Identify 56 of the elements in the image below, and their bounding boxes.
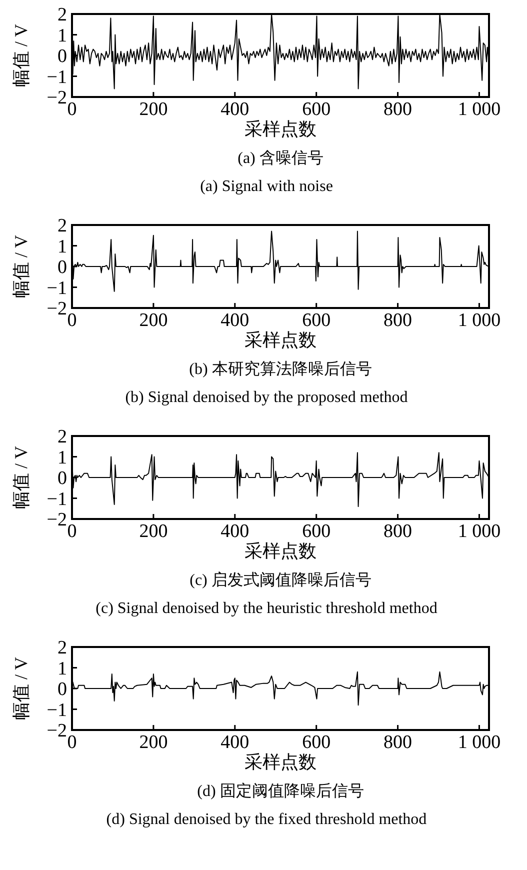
y-tick-label: 0	[58, 468, 67, 490]
y-axis-title: 幅值 / V	[11, 235, 31, 298]
x-tick-label: 200	[139, 521, 168, 542]
text: (d) 固定阈值降噪后信号	[197, 782, 364, 800]
y-axis-title: 幅值 / V	[11, 657, 31, 720]
y-tick-label: −1	[46, 700, 67, 721]
y-tick-label: 0	[58, 257, 67, 278]
y-tick-label: 2	[58, 426, 67, 448]
y-tick-label: −1	[46, 278, 67, 299]
x-tick-label: 200	[139, 310, 168, 331]
x-tick-label: 400	[220, 521, 250, 542]
y-tick-label: 1	[58, 447, 67, 468]
text: (a) Signal with noise	[200, 178, 333, 195]
y-axis-title: 幅值 / V	[11, 446, 31, 509]
y-tick-label: −2	[46, 298, 67, 320]
x-tick-label: 600	[302, 521, 331, 542]
x-tick-label: 400	[220, 99, 250, 120]
text: (b) 本研究算法降噪后信号	[189, 360, 372, 378]
x-tick-label: 400	[220, 732, 250, 753]
x-tick-label: 600	[302, 310, 331, 331]
x-tick-label: 200	[139, 99, 168, 120]
x-tick-label: 800	[384, 99, 412, 120]
x-axis-title: 采样点数	[244, 330, 316, 350]
x-tick-label: 600	[302, 99, 331, 120]
y-tick-label: −1	[46, 488, 67, 510]
y-tick-label: 2	[58, 216, 67, 237]
y-tick-label: 1	[58, 658, 67, 680]
y-tick-label: −2	[46, 510, 67, 531]
y-axis-title: 幅值 / V	[11, 24, 31, 87]
y-tick-label: 2	[58, 638, 67, 659]
x-tick-label: 1 000	[458, 310, 501, 331]
y-tick-label: 2	[58, 4, 67, 26]
x-axis-title: 采样点数	[244, 541, 316, 561]
x-tick-label: 800	[384, 521, 412, 542]
x-tick-label: 1 000	[458, 732, 501, 753]
x-axis-title: 采样点数	[244, 119, 316, 139]
y-tick-label: −1	[46, 66, 67, 88]
x-axis-title: 采样点数	[244, 752, 316, 772]
x-tick-label: 800	[384, 732, 412, 753]
text: (c) Signal denoised by the heuristic threshold method	[96, 600, 438, 617]
x-tick-label: 400	[220, 310, 250, 331]
y-tick-label: −2	[46, 720, 67, 742]
x-tick-label: 1 000	[458, 521, 501, 542]
text: (b) Signal denoised by the proposed method	[125, 389, 408, 406]
y-tick-label: −2	[46, 88, 67, 109]
text: (d) Signal denoised by the fixed threshold method	[106, 811, 427, 828]
x-tick-label: 200	[139, 732, 168, 753]
x-tick-label: 600	[302, 732, 331, 753]
x-tick-label: 1 000	[458, 99, 501, 120]
y-tick-label: 1	[58, 25, 67, 46]
text: (a) 含噪信号	[238, 149, 324, 167]
y-tick-label: 0	[58, 679, 67, 700]
y-tick-label: 0	[58, 46, 67, 68]
y-tick-label: 1	[58, 236, 67, 258]
text: (c) 启发式阈值降噪后信号	[190, 571, 372, 589]
x-tick-label: 800	[384, 310, 412, 331]
